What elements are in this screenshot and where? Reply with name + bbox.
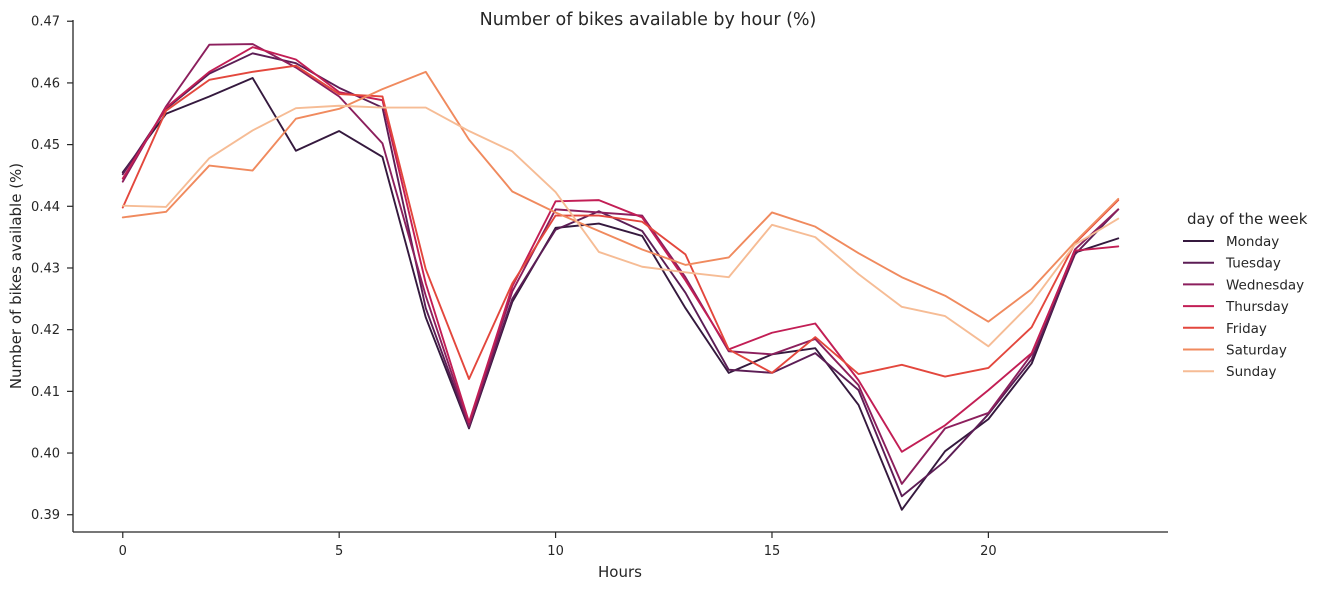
legend-label-thursday: Thursday [1225, 299, 1289, 315]
y-tick-label: 0.41 [31, 385, 60, 400]
plot-area: 0 5 10 15 20 0.39 0.40 0.41 0.42 0.43 0.44 0.45 0.4… [31, 15, 1168, 559]
legend: day of the week Monday Tuesday Wednesday Th… [1183, 210, 1308, 380]
y-axis-ticks: 0.39 0.40 0.41 0.42 0.43 0.44 0.45 0.46 0.47 [31, 15, 73, 523]
series-lines [121, 43, 1120, 511]
x-axis-label: Hours [598, 563, 642, 581]
y-tick-label: 0.47 [31, 15, 60, 30]
series-line-tuesday [121, 52, 1120, 498]
chart-title: Number of bikes available by hour (%) [480, 10, 817, 30]
legend-items: Monday Tuesday Wednesday Thursday Friday Satu… [1183, 234, 1304, 380]
series-line-thursday [121, 46, 1120, 453]
y-tick-label: 0.45 [31, 138, 60, 153]
x-tick-label: 15 [764, 544, 781, 559]
x-tick-label: 0 [119, 544, 127, 559]
y-tick-label: 0.43 [31, 261, 60, 276]
x-tick-label: 10 [547, 544, 564, 559]
y-tick-label: 0.42 [31, 323, 60, 338]
y-tick-label: 0.46 [31, 76, 60, 91]
y-tick-label: 0.44 [31, 200, 60, 215]
y-tick-label: 0.40 [31, 447, 60, 462]
series-line-saturday [121, 70, 1120, 323]
legend-label-wednesday: Wednesday [1226, 277, 1304, 293]
legend-title: day of the week [1187, 210, 1308, 228]
legend-label-saturday: Saturday [1226, 343, 1287, 359]
series-line-sunday [121, 104, 1120, 348]
series-line-wednesday [121, 43, 1120, 485]
legend-label-monday: Monday [1226, 234, 1279, 250]
legend-label-friday: Friday [1226, 321, 1267, 337]
x-tick-label: 20 [980, 544, 997, 559]
series-line-monday [121, 77, 1120, 511]
y-tick-label: 0.39 [31, 508, 60, 523]
series-line-friday [121, 64, 1120, 380]
y-axis-label: Number of bikes available (%) [7, 163, 25, 389]
legend-label-sunday: Sunday [1226, 364, 1277, 380]
x-tick-label: 5 [335, 544, 343, 559]
legend-label-tuesday: Tuesday [1225, 256, 1281, 272]
x-axis-ticks: 0 5 10 15 20 [119, 532, 997, 559]
